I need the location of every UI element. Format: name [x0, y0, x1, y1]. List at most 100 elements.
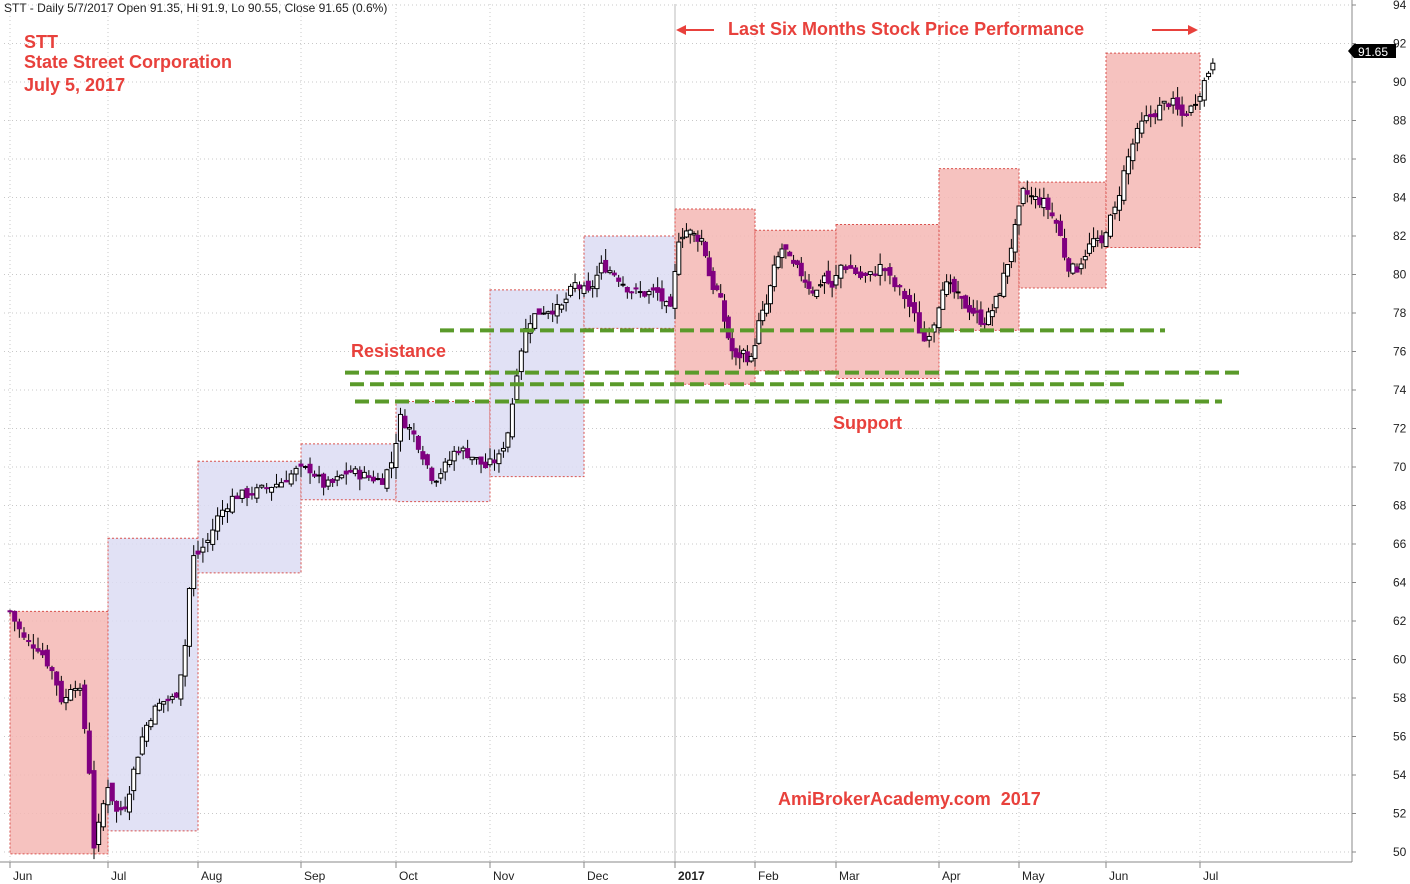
candle-up — [500, 447, 506, 452]
candle-up — [568, 285, 574, 296]
candle-up — [496, 453, 502, 465]
candle-down — [348, 469, 354, 473]
candle-up — [687, 229, 693, 235]
candle-up — [1134, 127, 1140, 144]
candle-down — [264, 487, 270, 490]
candle-up — [752, 345, 758, 359]
candle-up — [1112, 206, 1118, 215]
candle-up — [944, 281, 950, 295]
y-tick-label: 58 — [1393, 691, 1407, 705]
candle-up — [293, 467, 299, 475]
candle-up — [220, 509, 226, 517]
chart-date: July 5, 2017 — [24, 75, 125, 95]
candle-down — [58, 680, 64, 703]
candle-up — [541, 312, 547, 315]
candle-up — [451, 450, 457, 462]
candle-up — [838, 264, 844, 279]
month-range-box — [197, 460, 302, 574]
candle-up — [316, 474, 322, 477]
candle-up — [877, 263, 883, 276]
candle-down — [370, 476, 376, 482]
candle-down — [109, 782, 115, 802]
candle-up — [989, 310, 995, 318]
candle-down — [1179, 104, 1185, 116]
candle-up — [1206, 72, 1212, 78]
candle-up — [867, 271, 873, 276]
y-tick-label: 92 — [1393, 37, 1407, 51]
candle-up — [325, 479, 331, 487]
candle-up — [1070, 263, 1076, 274]
candle-up — [460, 447, 466, 452]
candle-up — [691, 233, 697, 236]
candle-down — [1175, 97, 1181, 110]
candle-up — [474, 457, 480, 460]
candle-up — [590, 286, 596, 289]
candle-down — [872, 273, 878, 276]
y-tick-label: 50 — [1393, 845, 1407, 859]
candle-down — [86, 730, 92, 774]
candle-up — [818, 284, 824, 287]
candle-up — [288, 473, 294, 485]
y-tick-label: 52 — [1393, 807, 1407, 821]
candle-down — [1062, 238, 1068, 258]
candle-up — [210, 529, 216, 545]
candle-up — [699, 238, 705, 242]
y-axis: 50 52 54 56 58 60 62 64 66 68 70 72 74 76 78 80 82 84 86 88… — [1351, 0, 1407, 862]
candle-down — [1049, 212, 1055, 217]
company-name: State Street Corporation — [24, 52, 232, 72]
candle-down — [420, 451, 426, 460]
candle-down — [783, 244, 789, 250]
candle-up — [1188, 105, 1194, 113]
x-tick-label: Dec — [587, 869, 608, 883]
candlesticks — [7, 58, 1216, 860]
y-tick-label: 86 — [1393, 152, 1407, 166]
candle-down — [616, 277, 622, 282]
candle-up — [200, 546, 206, 553]
candle-down — [853, 267, 859, 274]
x-tick-label: Jul — [111, 869, 126, 883]
candle-up — [509, 403, 515, 438]
candle-down — [725, 316, 731, 339]
last-price-tag: 91.65 — [1348, 44, 1396, 59]
candle-up — [442, 461, 448, 473]
candle-up — [993, 295, 999, 309]
candle-up — [224, 508, 230, 512]
candle-up — [936, 307, 942, 329]
candle-up — [406, 427, 412, 430]
candle-down — [1045, 197, 1051, 210]
candle-down — [702, 241, 708, 257]
candle-up — [1012, 224, 1018, 253]
candle-up — [620, 283, 626, 286]
candle-up — [469, 456, 475, 461]
candle-up — [178, 674, 184, 700]
candle-down — [902, 290, 908, 300]
candle-up — [384, 469, 390, 489]
candle-up — [229, 495, 235, 513]
candle-up — [254, 487, 260, 499]
candle-up — [986, 311, 992, 326]
candle-down — [174, 692, 180, 698]
candle-up — [487, 458, 493, 466]
candle-down — [1148, 113, 1154, 118]
candle-down — [82, 684, 88, 730]
candle-down — [798, 262, 804, 277]
x-tick-label: Sep — [304, 869, 326, 883]
watermark: AmiBrokerAcademy.com 2017 — [778, 789, 1041, 809]
candle-up — [1028, 195, 1034, 198]
candle-up — [1082, 256, 1088, 261]
candle-up — [607, 270, 613, 274]
candle-up — [1107, 214, 1113, 237]
candle-up — [161, 701, 167, 705]
candle-down — [1066, 258, 1072, 272]
candle-down — [882, 268, 888, 272]
candle-up — [1008, 247, 1014, 263]
candle-down — [802, 279, 808, 283]
month-range-box — [938, 168, 1020, 331]
y-tick-label: 74 — [1393, 383, 1407, 397]
candle-down — [114, 800, 120, 812]
candle-down — [283, 479, 289, 483]
candle-up — [375, 478, 381, 481]
x-tick-label: Apr — [942, 869, 961, 883]
candle-down — [916, 312, 922, 334]
